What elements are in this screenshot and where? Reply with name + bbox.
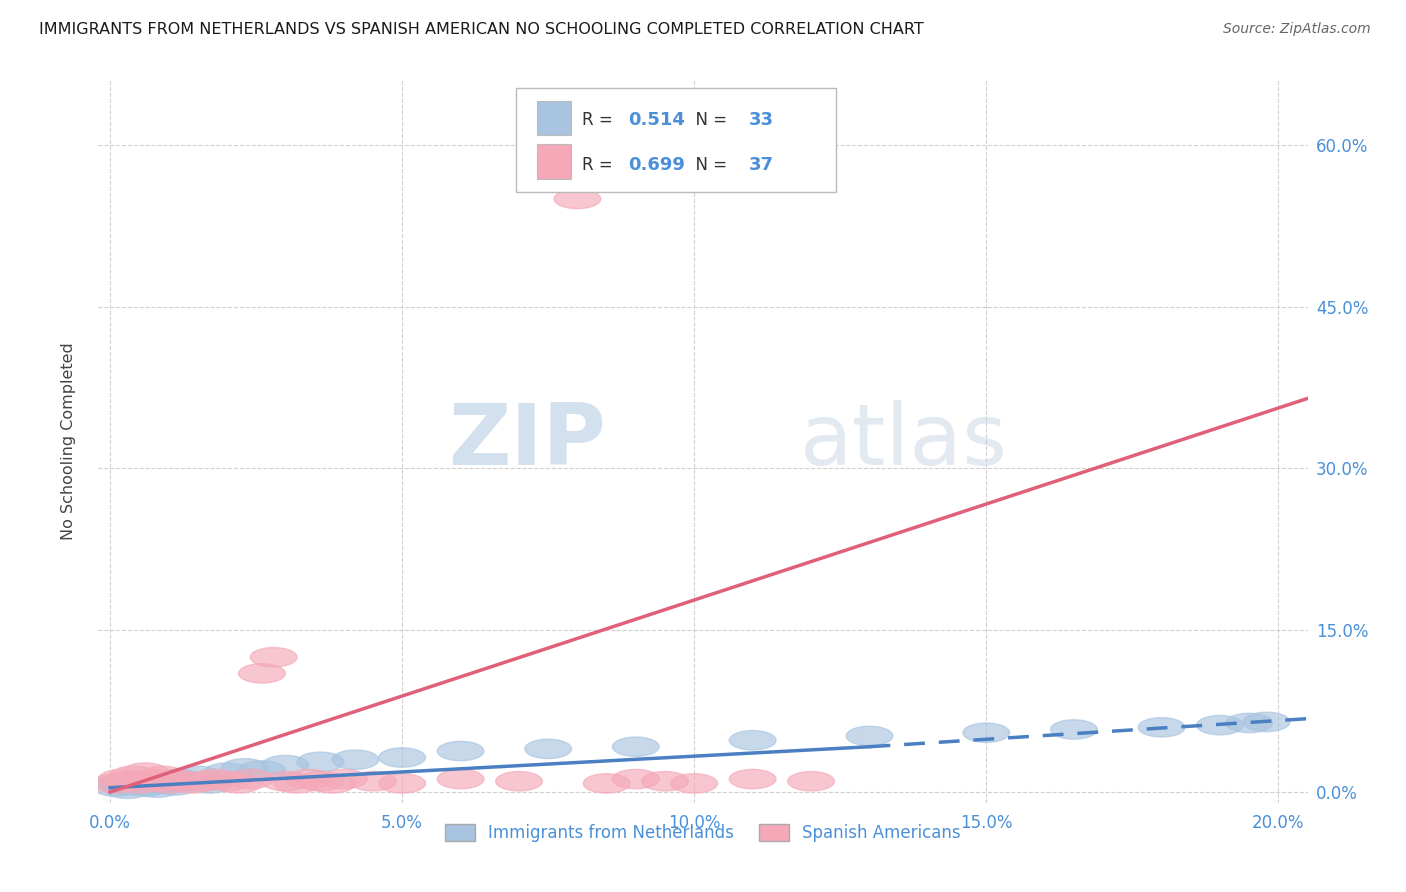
- Ellipse shape: [226, 770, 274, 789]
- Ellipse shape: [145, 773, 191, 793]
- Text: R =: R =: [582, 156, 619, 174]
- Ellipse shape: [157, 770, 204, 789]
- Ellipse shape: [846, 726, 893, 746]
- Ellipse shape: [1050, 720, 1097, 739]
- Ellipse shape: [191, 770, 239, 789]
- Text: 0.514: 0.514: [628, 111, 685, 129]
- Ellipse shape: [730, 731, 776, 750]
- Ellipse shape: [321, 770, 367, 789]
- Ellipse shape: [93, 773, 139, 793]
- Ellipse shape: [204, 772, 250, 791]
- Ellipse shape: [150, 776, 198, 796]
- Ellipse shape: [350, 772, 396, 791]
- Ellipse shape: [150, 770, 198, 789]
- Ellipse shape: [215, 773, 262, 793]
- Ellipse shape: [787, 772, 834, 791]
- Ellipse shape: [1243, 712, 1291, 731]
- Text: R =: R =: [582, 111, 619, 129]
- Ellipse shape: [169, 773, 215, 793]
- Ellipse shape: [115, 772, 163, 791]
- Ellipse shape: [104, 772, 150, 791]
- Ellipse shape: [332, 750, 378, 770]
- Ellipse shape: [122, 777, 169, 797]
- Ellipse shape: [239, 761, 285, 780]
- Text: IMMIGRANTS FROM NETHERLANDS VS SPANISH AMERICAN NO SCHOOLING COMPLETED CORRELATI: IMMIGRANTS FROM NETHERLANDS VS SPANISH A…: [39, 22, 924, 37]
- Ellipse shape: [1139, 717, 1185, 737]
- FancyBboxPatch shape: [516, 87, 837, 193]
- Ellipse shape: [274, 773, 321, 793]
- Ellipse shape: [613, 737, 659, 756]
- Text: atlas: atlas: [800, 400, 1008, 483]
- Y-axis label: No Schooling Completed: No Schooling Completed: [62, 343, 76, 541]
- Ellipse shape: [122, 763, 169, 782]
- Ellipse shape: [1226, 714, 1272, 732]
- Ellipse shape: [180, 772, 226, 791]
- Ellipse shape: [309, 773, 356, 793]
- Bar: [537, 145, 571, 178]
- Ellipse shape: [239, 664, 285, 683]
- Ellipse shape: [128, 770, 174, 789]
- Ellipse shape: [963, 723, 1010, 742]
- Ellipse shape: [730, 770, 776, 789]
- Ellipse shape: [641, 772, 689, 791]
- Ellipse shape: [157, 772, 204, 791]
- Ellipse shape: [671, 773, 717, 793]
- Ellipse shape: [1197, 715, 1243, 735]
- Text: 0.699: 0.699: [628, 156, 685, 174]
- Ellipse shape: [98, 770, 145, 789]
- Text: Source: ZipAtlas.com: Source: ZipAtlas.com: [1223, 22, 1371, 37]
- Ellipse shape: [115, 773, 163, 793]
- Ellipse shape: [613, 770, 659, 789]
- Text: 33: 33: [749, 111, 773, 129]
- Ellipse shape: [221, 758, 267, 778]
- Ellipse shape: [128, 775, 174, 794]
- Ellipse shape: [250, 648, 297, 667]
- Ellipse shape: [554, 189, 600, 209]
- Text: ZIP: ZIP: [449, 400, 606, 483]
- Ellipse shape: [110, 776, 157, 796]
- Ellipse shape: [93, 777, 139, 797]
- Ellipse shape: [285, 770, 332, 789]
- Ellipse shape: [524, 739, 572, 758]
- Ellipse shape: [378, 747, 426, 767]
- Ellipse shape: [134, 778, 180, 797]
- Legend: Immigrants from Netherlands, Spanish Americans: Immigrants from Netherlands, Spanish Ame…: [439, 817, 967, 848]
- Ellipse shape: [297, 772, 343, 791]
- Ellipse shape: [98, 773, 145, 793]
- Ellipse shape: [204, 763, 250, 782]
- Text: 37: 37: [749, 156, 773, 174]
- Ellipse shape: [174, 766, 221, 786]
- Ellipse shape: [104, 779, 150, 798]
- Ellipse shape: [163, 772, 209, 791]
- Ellipse shape: [262, 756, 309, 775]
- Ellipse shape: [262, 772, 309, 791]
- Ellipse shape: [378, 773, 426, 793]
- Ellipse shape: [186, 773, 233, 793]
- Text: N =: N =: [685, 111, 733, 129]
- Text: N =: N =: [685, 156, 733, 174]
- Bar: [537, 101, 571, 136]
- Ellipse shape: [583, 773, 630, 793]
- Ellipse shape: [496, 772, 543, 791]
- Ellipse shape: [139, 766, 186, 786]
- Ellipse shape: [134, 772, 180, 791]
- Ellipse shape: [437, 770, 484, 789]
- Ellipse shape: [437, 741, 484, 761]
- Ellipse shape: [145, 773, 191, 793]
- Ellipse shape: [139, 772, 186, 792]
- Ellipse shape: [110, 766, 157, 786]
- Ellipse shape: [297, 752, 343, 772]
